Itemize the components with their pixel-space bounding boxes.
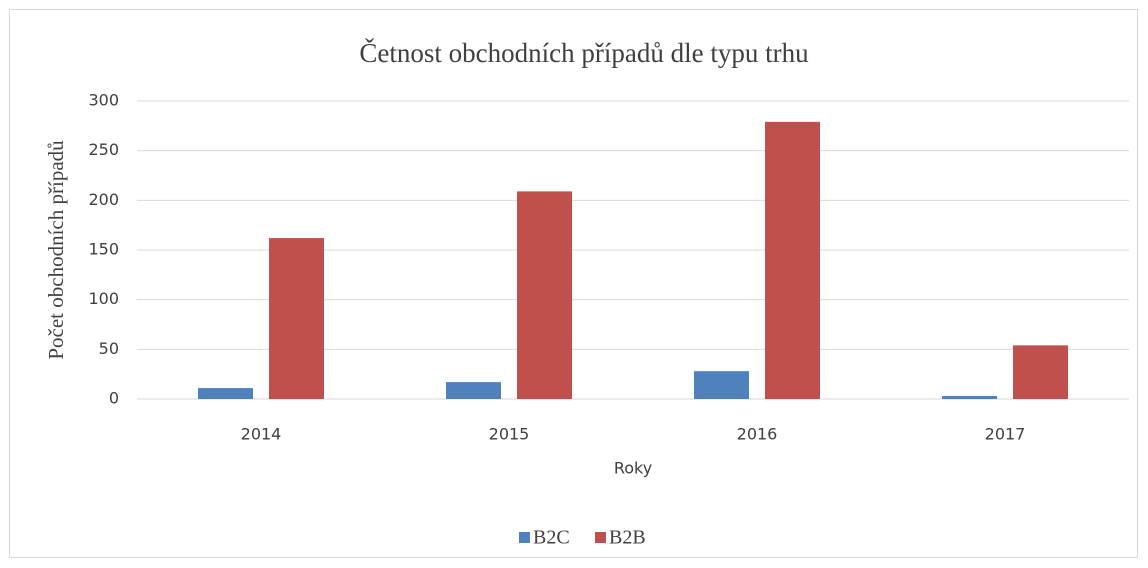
x-tick-label: 2017 [985,425,1026,444]
x-axis-label: Roky [614,459,652,478]
bar [765,121,820,400]
bar [269,238,324,399]
y-axis-label: Počet obchodních případů [44,140,68,360]
bar [942,396,997,399]
chart-border [9,9,1138,558]
x-tick-label: 2016 [737,425,778,444]
legend-label: B2C [533,527,570,549]
x-tick-label: 2014 [241,425,282,444]
y-tick-label: 50 [99,339,119,358]
legend-swatch [595,532,606,543]
y-tick-label: 300 [88,91,119,110]
bar [517,191,572,399]
bar [1013,345,1068,399]
y-tick-label: 100 [88,289,119,308]
bar [446,382,501,399]
y-tick-label: 200 [88,190,119,209]
y-tick-label: 250 [88,140,119,159]
y-tick-label: 150 [88,240,119,259]
legend-label: B2B [609,527,646,549]
chart-title: Četnost obchodních případů dle typu trhu [359,38,809,68]
legend-swatch [519,532,530,543]
bar [694,371,749,399]
x-tick-label: 2015 [489,425,530,444]
bar [198,388,253,399]
y-tick-label: 0 [109,389,119,408]
